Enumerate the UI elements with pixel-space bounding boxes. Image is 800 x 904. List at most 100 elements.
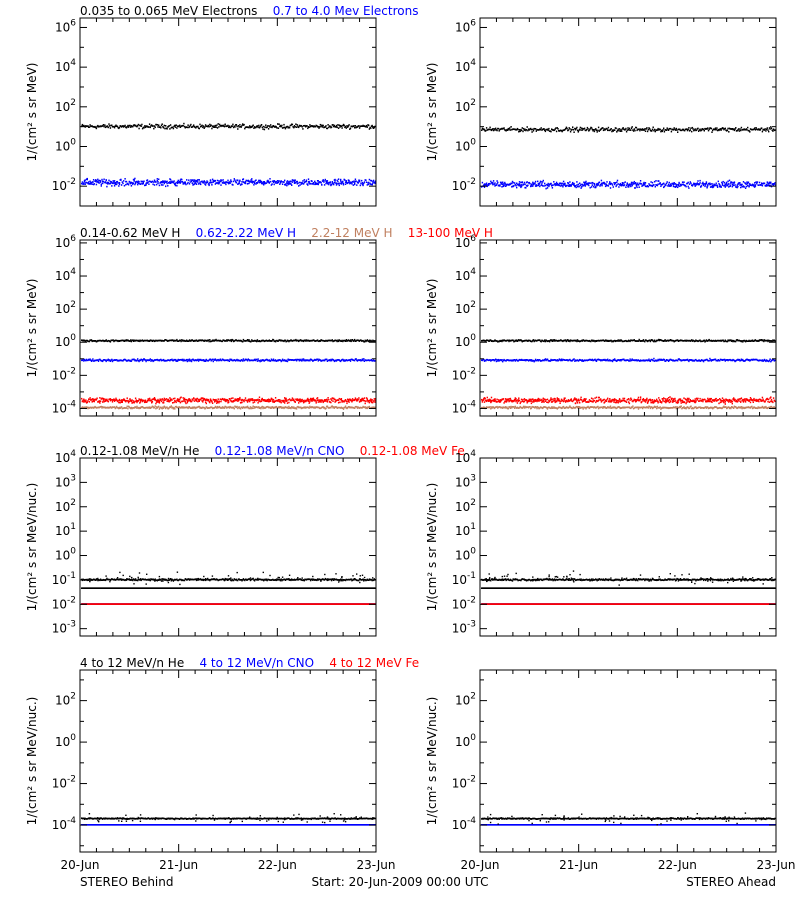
data-point [183, 123, 184, 125]
data-point [374, 360, 375, 362]
data-point [541, 181, 542, 183]
data-point [269, 126, 270, 128]
data-point [676, 128, 677, 130]
data-point [620, 183, 621, 185]
data-point [178, 180, 179, 182]
data-point [573, 183, 574, 185]
data-point [293, 180, 294, 182]
data-point [669, 182, 670, 184]
data-point [337, 181, 338, 183]
data-point [225, 184, 226, 186]
data-point [660, 185, 661, 187]
data-point [98, 360, 99, 362]
data-point [251, 178, 252, 180]
data-point [629, 128, 630, 130]
data-point [521, 130, 522, 132]
data-point [632, 126, 633, 128]
data-point [740, 130, 741, 132]
data-point [717, 185, 718, 187]
data-point [510, 129, 511, 131]
series-0 [81, 123, 376, 131]
data-point [562, 186, 563, 188]
data-point [368, 125, 369, 127]
data-point [190, 179, 191, 181]
data-point [197, 179, 198, 181]
data-point [616, 182, 617, 184]
data-point [689, 183, 690, 185]
data-point [155, 405, 156, 407]
data-point [658, 180, 659, 182]
data-point [211, 184, 212, 186]
data-point [278, 180, 279, 182]
y-axis-label: 1/(cm² s sr MeV) [25, 279, 39, 378]
data-point [206, 403, 207, 405]
data-point [362, 360, 363, 362]
data-point [216, 125, 217, 127]
data-point [369, 179, 370, 181]
y-tick-label: 10-2 [52, 366, 76, 382]
data-point [348, 124, 349, 126]
data-point [630, 129, 631, 131]
data-point [545, 188, 546, 190]
data-point [119, 399, 120, 401]
data-point [578, 184, 579, 186]
data-point [623, 182, 624, 184]
data-point [155, 400, 156, 402]
data-point [625, 181, 626, 183]
data-point [770, 182, 771, 184]
data-point [774, 129, 775, 131]
data-point [325, 408, 326, 410]
data-point [219, 401, 220, 403]
data-point [316, 400, 317, 402]
data-point [293, 399, 294, 401]
data-point [555, 185, 556, 187]
data-point [611, 128, 612, 130]
data-point [676, 129, 677, 131]
data-point [587, 128, 588, 130]
data-point [345, 183, 346, 185]
data-point [737, 186, 738, 188]
data-point [264, 129, 265, 131]
data-point [229, 181, 230, 183]
data-point [148, 126, 149, 128]
data-point [252, 408, 253, 410]
data-point [162, 184, 163, 186]
data-point [677, 187, 678, 189]
data-point [243, 124, 244, 126]
data-point [281, 402, 282, 404]
data-point [209, 124, 210, 126]
data-point [327, 180, 328, 182]
data-point [774, 340, 775, 342]
data-point [688, 186, 689, 188]
data-point [552, 184, 553, 186]
data-point [224, 126, 225, 128]
data-point [520, 131, 521, 133]
data-point [83, 401, 84, 403]
data-point [124, 178, 125, 180]
data-point [575, 185, 576, 187]
data-point [252, 398, 253, 400]
data-point [99, 182, 100, 184]
data-point [96, 128, 97, 130]
data-point [511, 183, 512, 185]
data-point [513, 185, 514, 187]
data-point [173, 180, 174, 182]
data-point [259, 397, 260, 399]
data-point [580, 187, 581, 189]
data-point [114, 127, 115, 129]
data-point [164, 128, 165, 130]
data-point [346, 403, 347, 405]
data-point [649, 128, 650, 130]
data-point [273, 182, 274, 184]
data-point [159, 185, 160, 187]
data-point [170, 124, 171, 126]
data-point [295, 126, 296, 128]
data-point [496, 184, 497, 186]
data-point [598, 184, 599, 186]
data-point [576, 181, 577, 183]
data-point [261, 124, 262, 126]
